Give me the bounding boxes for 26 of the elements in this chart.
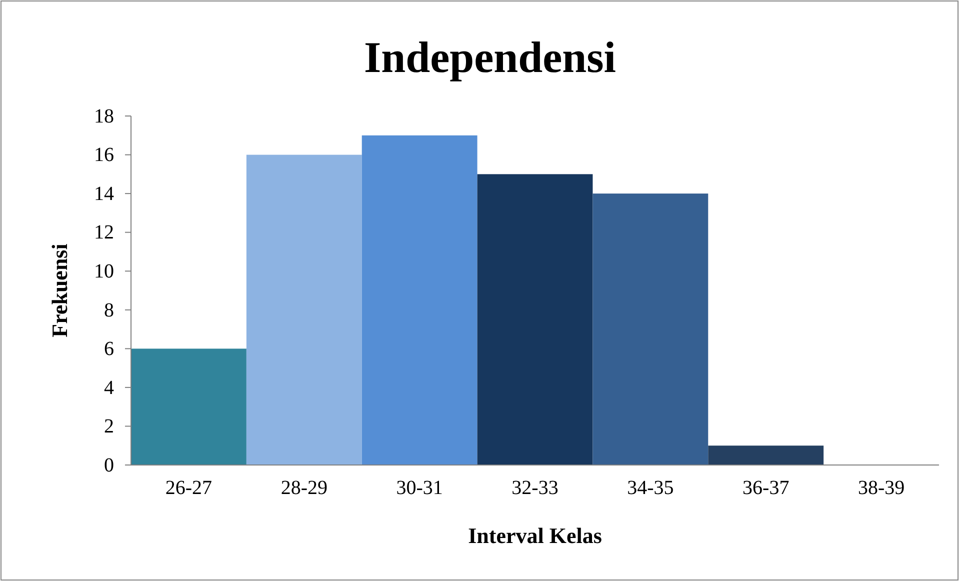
bar [362, 135, 478, 465]
y-tick-label: 18 [94, 105, 114, 128]
bar [708, 446, 824, 465]
y-tick-label: 6 [104, 338, 114, 360]
y-tick-label: 12 [94, 222, 114, 244]
y-tick-label: 16 [94, 144, 114, 166]
y-tick-label: 2 [104, 416, 114, 438]
y-tick-label: 14 [94, 182, 114, 205]
x-tick-label: 34-35 [627, 477, 674, 499]
x-tick-label: 38-39 [858, 477, 905, 499]
x-tick-label: 36-37 [742, 477, 790, 499]
bar [246, 154, 362, 465]
x-tick-label: 30-31 [396, 477, 443, 499]
x-tick-label: 32-33 [512, 477, 558, 499]
y-axis-title: Frekuensi [47, 244, 72, 338]
y-tick-label: 0 [104, 454, 114, 476]
bar [592, 194, 708, 465]
y-tick-label: 8 [104, 299, 114, 322]
x-tick-label: 26-27 [165, 477, 212, 499]
bar [477, 174, 593, 465]
bar [131, 348, 246, 465]
x-axis-title: Interval Kelas [468, 523, 602, 548]
x-tick-label: 28-29 [280, 477, 328, 499]
y-tick-label: 4 [104, 376, 114, 399]
y-tick-label: 10 [94, 260, 114, 283]
chart-title: Independensi [364, 33, 616, 82]
